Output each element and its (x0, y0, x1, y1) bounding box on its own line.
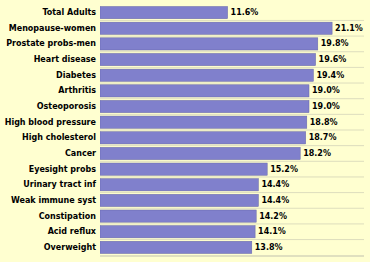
page: {"chart_data": {"type": "bar", "orientat… (0, 0, 370, 262)
row-separator (100, 36, 364, 37)
row-separator (100, 20, 364, 21)
data-label: 14.2% (259, 212, 287, 221)
y-tick-label: Heart disease (34, 55, 97, 64)
bar (100, 132, 306, 144)
x-axis-line (100, 256, 364, 257)
y-tick-label: Menopause-women (9, 24, 97, 33)
chart-svg: Total Adults Menopause-women Prostate prob… (0, 0, 370, 262)
y-tick-label: Urinary tract inf (23, 180, 96, 189)
bar (100, 210, 256, 222)
data-label: 15.2% (270, 165, 298, 174)
bar (100, 241, 252, 253)
row-separator (100, 67, 364, 68)
bar (100, 194, 258, 206)
bar (100, 38, 318, 50)
bar (100, 53, 316, 65)
row-separator (100, 208, 364, 209)
row-separator (100, 130, 364, 131)
y-tick-labels: Total Adults Menopause-women Prostate prob… (5, 8, 97, 252)
data-label: 14.4% (261, 180, 289, 189)
data-label: 14.1% (258, 227, 286, 236)
chart-container: Total Adults Menopause-women Prostate prob… (0, 0, 370, 262)
data-label: 19.8% (321, 39, 349, 48)
row-separator (100, 192, 364, 193)
row-separator (100, 223, 364, 224)
bar (100, 69, 313, 81)
row-separator (100, 145, 364, 146)
row-separator (100, 51, 364, 52)
bar (100, 163, 267, 175)
bar (100, 7, 228, 19)
data-label: 14.4% (261, 196, 289, 205)
y-tick-label: High blood pressure (5, 118, 97, 127)
y-tick-label: Overweight (44, 243, 96, 252)
y-tick-label: Weak immune syst (11, 196, 96, 205)
bar (100, 100, 309, 112)
bar (100, 22, 332, 34)
data-label: 13.8% (255, 243, 283, 252)
data-label: 19.0% (312, 86, 340, 95)
data-label: 18.2% (303, 149, 331, 158)
data-label: 11.6% (231, 8, 259, 17)
data-label: 19.0% (312, 102, 340, 111)
y-tick-label: High cholesterol (22, 133, 96, 142)
bar (100, 226, 255, 238)
data-labels: 11.6% 21.1% 19.8% 19.6% 19.4% 19.0% 19.0% 18.8%… (231, 8, 363, 252)
bar (100, 147, 300, 159)
y-tick-label: Prostate probs-men (6, 39, 96, 48)
row-separator (100, 176, 364, 177)
y-tick-label: Acid reflux (48, 227, 97, 236)
row-separator (100, 98, 364, 99)
y-tick-label: Total Adults (42, 8, 96, 17)
row-separators (100, 20, 364, 239)
y-tick-label: Constipation (39, 212, 97, 221)
bars (100, 7, 332, 254)
y-tick-label: Arthritis (58, 86, 96, 95)
row-separator (100, 239, 364, 240)
y-tick-label: Osteoporosis (37, 102, 96, 111)
bar (100, 179, 258, 191)
data-label: 19.4% (316, 71, 344, 80)
y-tick-label: Diabetes (56, 71, 96, 80)
y-tick-label: Cancer (65, 149, 96, 158)
row-separator (100, 83, 364, 84)
data-label: 19.6% (319, 55, 347, 64)
background (0, 0, 370, 262)
data-label: 21.1% (335, 24, 363, 33)
data-label: 18.7% (309, 133, 337, 142)
data-label: 18.8% (310, 118, 338, 127)
bar (100, 116, 307, 128)
row-separator (100, 161, 364, 162)
y-tick-label: Eyesight probs (29, 165, 97, 174)
row-separator (100, 114, 364, 115)
bar (100, 85, 309, 97)
